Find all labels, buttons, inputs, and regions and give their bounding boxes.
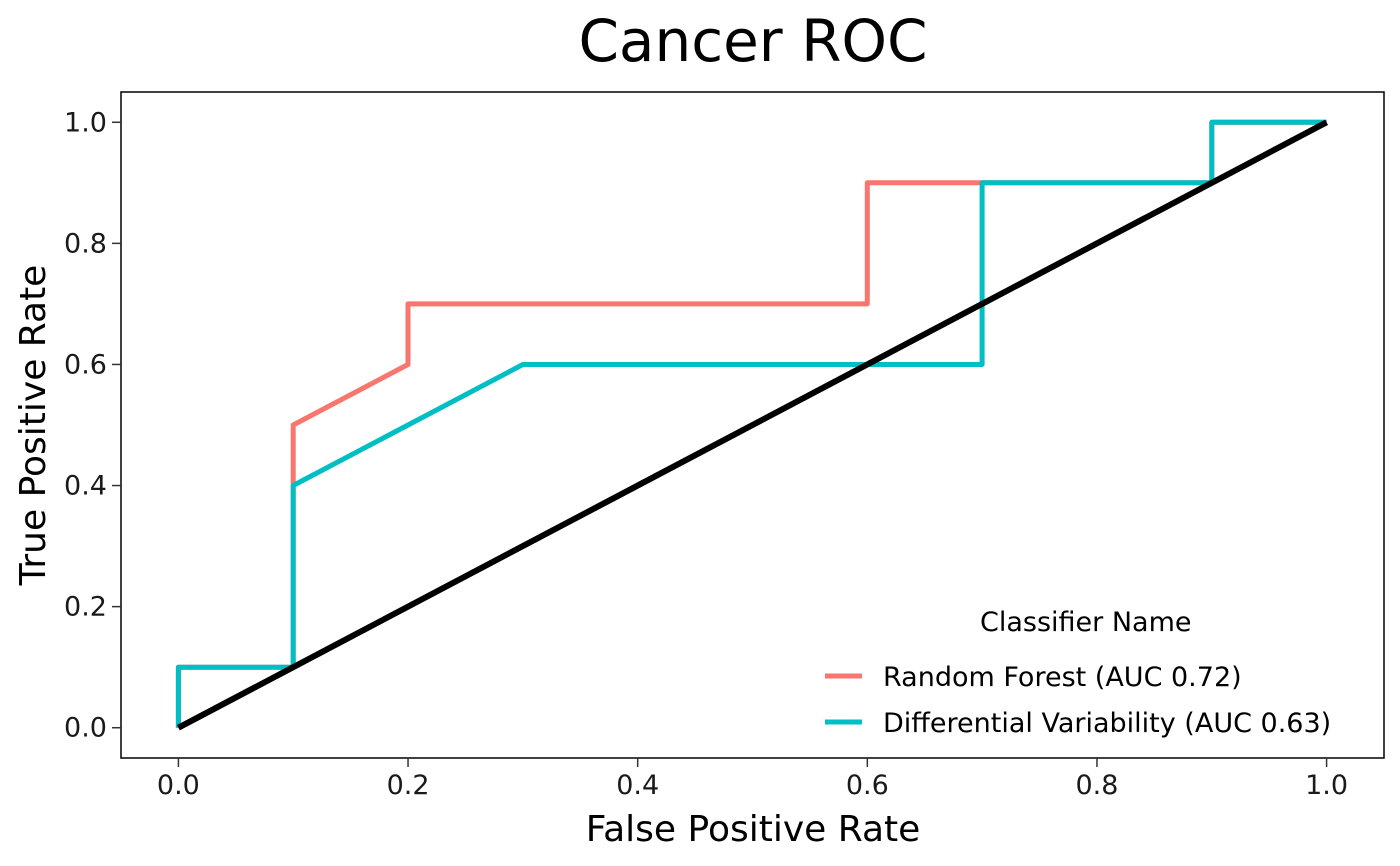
legend: Classifier Name Random Forest (AUC 0.72)… xyxy=(825,607,1331,739)
y-axis-title: True Positive Rate xyxy=(13,265,54,587)
y-tick-label: 1.0 xyxy=(64,107,107,138)
x-tick-label: 0.6 xyxy=(846,770,889,801)
y-tick-label: 0.2 xyxy=(64,592,107,623)
x-axis: 0.0 0.2 0.4 0.6 0.8 1.0 xyxy=(157,758,1348,801)
y-tick-label: 0.8 xyxy=(64,228,107,259)
y-tick-label: 0.4 xyxy=(64,471,107,502)
x-tick-label: 1.0 xyxy=(1305,770,1348,801)
reference-diagonal-line xyxy=(177,119,1328,731)
y-tick-label: 0.6 xyxy=(64,349,107,380)
legend-label-1: Random Forest (AUC 0.72) xyxy=(883,662,1242,693)
legend-title: Classifier Name xyxy=(980,607,1192,638)
y-tick-label: 0.0 xyxy=(64,713,107,744)
x-tick-label: 0.0 xyxy=(157,770,200,801)
y-axis: 0.0 0.2 0.4 0.6 0.8 1.0 xyxy=(64,107,121,744)
plot-border xyxy=(120,91,1385,759)
series-line-2 xyxy=(175,119,1327,728)
chart-title: Cancer ROC xyxy=(578,7,927,75)
x-tick-label: 0.4 xyxy=(616,770,659,801)
legend-label-2: Differential Variability (AUC 0.63) xyxy=(883,708,1331,739)
plot-area xyxy=(175,119,1328,731)
x-tick-label: 0.2 xyxy=(387,770,430,801)
x-axis-title: False Positive Rate xyxy=(586,809,921,850)
x-tick-label: 0.8 xyxy=(1075,770,1118,801)
